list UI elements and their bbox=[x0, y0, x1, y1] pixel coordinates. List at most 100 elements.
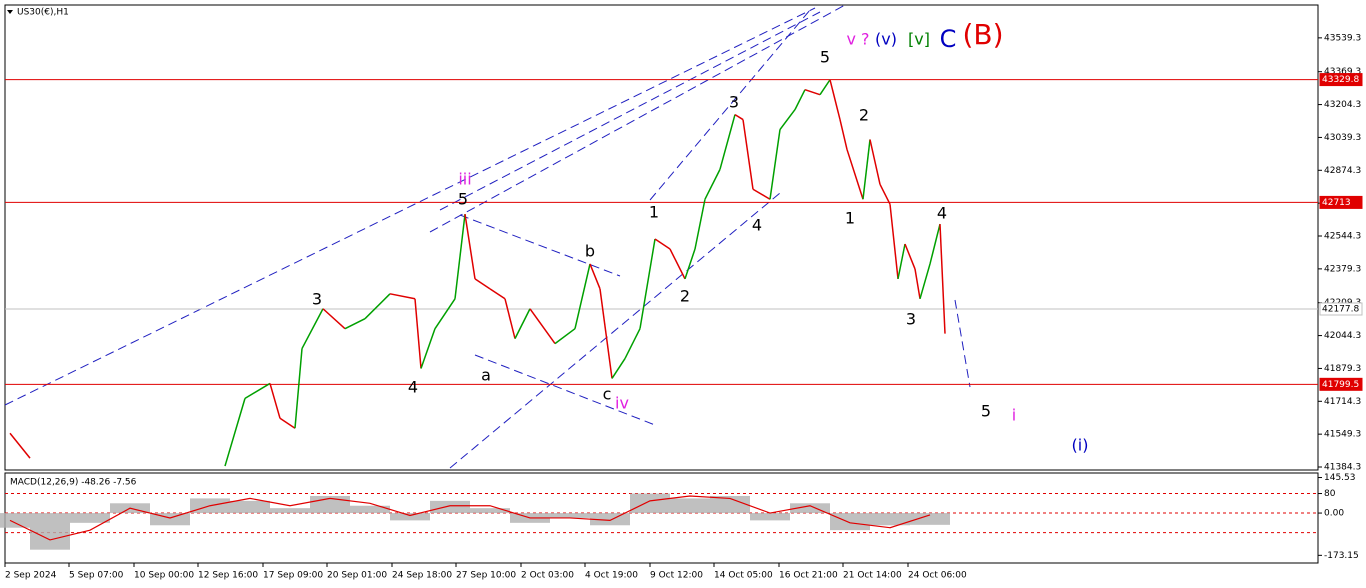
macd-bar bbox=[350, 505, 390, 514]
y-tick-label: 80 bbox=[1324, 489, 1336, 499]
macd-bar bbox=[630, 493, 670, 514]
price-segment bbox=[279, 417, 296, 429]
wave-label: (B) bbox=[962, 18, 1003, 51]
price-segment bbox=[344, 318, 366, 330]
x-tick-label: 24 Oct 06:00 bbox=[908, 571, 967, 581]
price-label-box bbox=[1319, 195, 1363, 209]
macd-bar bbox=[30, 513, 70, 550]
price-segment bbox=[611, 358, 626, 379]
x-tick-label: 17 Sep 09:00 bbox=[263, 571, 323, 581]
price-segment bbox=[639, 238, 656, 329]
y-tick-label: 145.53 bbox=[1324, 473, 1356, 483]
price-segment bbox=[669, 248, 686, 280]
y-tick-label: 43539.3 bbox=[1324, 33, 1361, 43]
x-tick-label: 24 Sep 18:00 bbox=[392, 571, 452, 581]
price-label-box bbox=[1319, 302, 1363, 316]
macd-title: MACD(12,26,9) -48.26 -7.56 bbox=[10, 478, 137, 488]
wave-label: 4 bbox=[937, 204, 947, 223]
price-label-box bbox=[1319, 377, 1363, 391]
price-segment bbox=[719, 114, 736, 170]
price-segment bbox=[694, 199, 706, 250]
macd-bar bbox=[70, 513, 110, 523]
price-frame bbox=[4, 4, 1319, 471]
y-tick-label: 43039.3 bbox=[1324, 133, 1361, 143]
x-tick-label: 4 Oct 19:00 bbox=[585, 571, 638, 581]
wave-label: 1 bbox=[649, 203, 659, 222]
price-segment bbox=[9, 432, 31, 459]
price-segment bbox=[839, 119, 848, 150]
price-segment bbox=[589, 263, 601, 290]
wave-label: 2 bbox=[680, 287, 690, 306]
y-tick-label: 43204.3 bbox=[1324, 100, 1361, 110]
macd-bar bbox=[470, 508, 510, 514]
price-segment bbox=[599, 288, 613, 379]
macd-bar bbox=[550, 513, 590, 518]
price-segment bbox=[389, 293, 416, 300]
macd-bar bbox=[750, 513, 790, 521]
symbol-title: US30(€),H1 bbox=[17, 8, 69, 18]
wave-label: 3 bbox=[312, 290, 322, 309]
price-segment bbox=[734, 113, 744, 121]
wave-label: v ? bbox=[846, 30, 869, 49]
macd-bar bbox=[790, 503, 830, 514]
price-segment bbox=[879, 183, 891, 205]
macd-bar bbox=[270, 508, 310, 514]
y-tick-label: 41549.3 bbox=[1324, 430, 1361, 440]
wave-label: C bbox=[940, 25, 957, 53]
y-tick-label: 41879.3 bbox=[1324, 364, 1361, 374]
price-segment bbox=[869, 139, 881, 185]
macd-bar bbox=[830, 513, 870, 531]
price-segment bbox=[434, 298, 456, 330]
price-segment bbox=[804, 88, 821, 96]
price-segment bbox=[414, 298, 422, 369]
price-segment bbox=[554, 328, 576, 345]
price-label: 42177.8 bbox=[1322, 304, 1359, 314]
y-tick-label: 41384.3 bbox=[1324, 463, 1361, 473]
price-segment bbox=[889, 204, 899, 279]
price-segment bbox=[322, 308, 346, 330]
price-segment bbox=[914, 268, 921, 299]
macd-bar bbox=[670, 498, 710, 514]
price-segment bbox=[574, 263, 591, 329]
price-segment bbox=[504, 298, 516, 339]
wave-label: 5 bbox=[981, 402, 991, 421]
price-segment bbox=[769, 129, 781, 200]
price-segment bbox=[684, 248, 696, 280]
price-segment bbox=[454, 214, 466, 299]
price-segment bbox=[269, 383, 281, 419]
price-segment bbox=[244, 382, 271, 400]
x-tick-label: 16 Oct 21:00 bbox=[779, 571, 838, 581]
wave-label: 4 bbox=[752, 216, 762, 235]
price-segment bbox=[752, 188, 771, 200]
wave-label: (i) bbox=[1072, 436, 1089, 455]
price-segment bbox=[464, 214, 476, 279]
trend-lines bbox=[4, 4, 971, 469]
price-segment bbox=[529, 308, 556, 345]
y-tick-label: 42044.3 bbox=[1324, 331, 1361, 341]
wave-label: i bbox=[1012, 406, 1016, 425]
price-segment bbox=[919, 263, 931, 300]
price-segment bbox=[420, 328, 436, 369]
price-segment bbox=[939, 224, 946, 334]
price-segment bbox=[294, 348, 303, 429]
price-label: 42713 bbox=[1322, 198, 1351, 208]
wave-label: 3 bbox=[906, 310, 916, 329]
price-segment bbox=[897, 243, 906, 280]
price-segment bbox=[704, 169, 721, 200]
price-segment bbox=[929, 223, 941, 265]
wave-label: 2 bbox=[859, 106, 869, 125]
wave-label: 3 bbox=[729, 93, 739, 112]
y-tick-label: 42379.3 bbox=[1324, 264, 1361, 274]
price-segment bbox=[301, 308, 324, 349]
menu-arrow bbox=[7, 10, 13, 14]
wave-label: 1 bbox=[845, 209, 855, 228]
price-segment bbox=[224, 398, 246, 467]
macd-bar bbox=[870, 513, 910, 526]
wave-label: 5 bbox=[458, 190, 468, 209]
price-segment bbox=[846, 149, 864, 200]
x-tick-label: 5 Sep 07:00 bbox=[69, 571, 124, 581]
price-segment bbox=[624, 328, 641, 359]
price-segment bbox=[904, 243, 916, 270]
price-segment bbox=[862, 139, 871, 200]
